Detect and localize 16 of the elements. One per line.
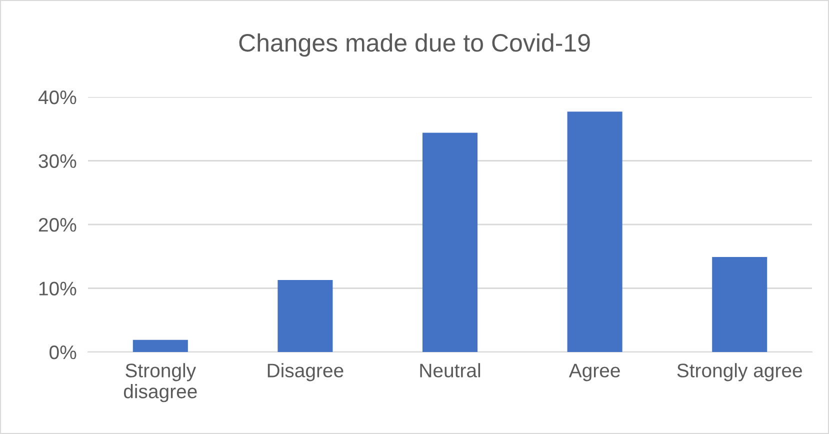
y-tick-label: 20% (38, 218, 76, 232)
x-tick-label: Agree (568, 364, 620, 382)
y-tick-label: 10% (39, 282, 76, 296)
x-tick-label: Strongly disagree (124, 363, 197, 402)
y-tick-label: 30% (38, 154, 76, 168)
chart-title: Changes made due to Covid-19 (239, 33, 590, 57)
bar (422, 132, 478, 352)
bar (132, 340, 188, 352)
x-tick-label: Neutral (420, 363, 480, 378)
bar (712, 257, 768, 352)
x-tick-label: Strongly agree (677, 363, 802, 382)
bar (567, 112, 622, 352)
x-tick-label: Disagree (268, 363, 344, 382)
bar (278, 280, 333, 352)
y-tick-label: 40% (38, 90, 76, 104)
y-tick-label: 0% (50, 345, 76, 360)
